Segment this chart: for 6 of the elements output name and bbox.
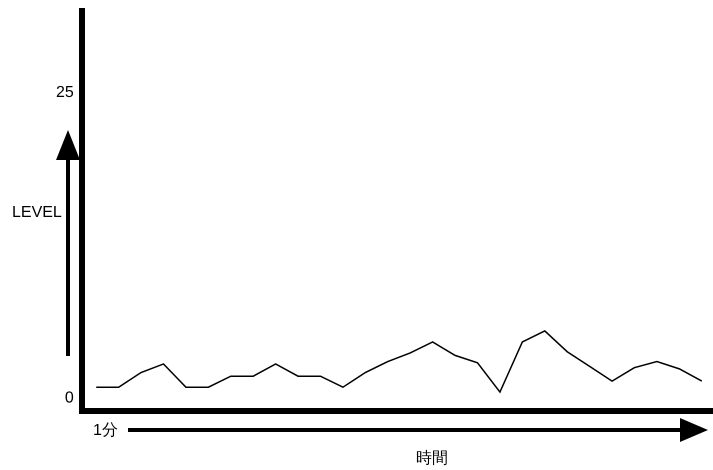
y-tick-label: 0 bbox=[64, 390, 74, 407]
line-series bbox=[95, 330, 703, 393]
x-axis-title: 時間 bbox=[416, 449, 448, 467]
y-axis-title: LEVEL bbox=[12, 204, 62, 221]
text: 1分 bbox=[93, 422, 118, 439]
y-tick-label: 25 bbox=[56, 84, 74, 101]
